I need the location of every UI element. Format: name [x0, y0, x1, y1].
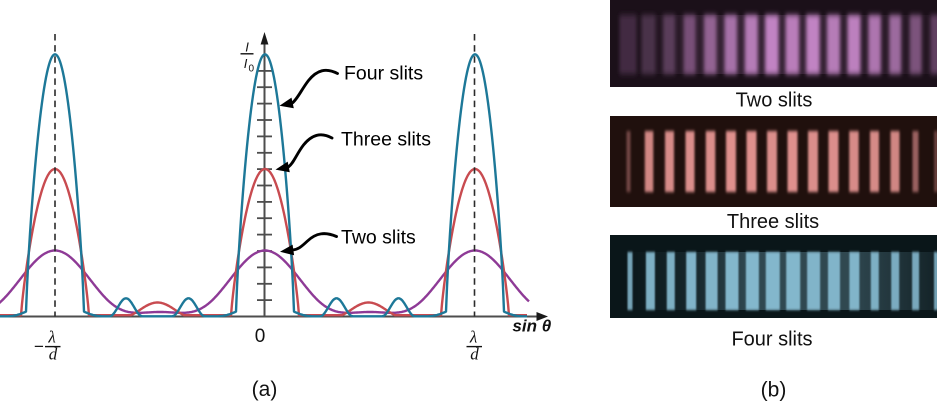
svg-text:d: d [49, 345, 58, 364]
svg-text:(b): (b) [761, 379, 787, 401]
svg-text:Four slits: Four slits [344, 63, 423, 85]
svg-text:λ: λ [47, 328, 55, 347]
svg-text:0: 0 [255, 326, 266, 347]
svg-text:Three slits: Three slits [727, 211, 819, 233]
svg-text:d: d [470, 345, 479, 364]
svg-text:−: − [34, 337, 44, 356]
svg-text:I: I [244, 56, 248, 71]
svg-text:(a): (a) [252, 378, 278, 401]
svg-text:0: 0 [249, 64, 255, 75]
svg-text:Two slits: Two slits [736, 90, 813, 112]
svg-text:λ: λ [469, 328, 477, 347]
svg-text:I: I [245, 39, 249, 54]
svg-text:sin θ: sin θ [512, 316, 551, 335]
svg-text:Two slits: Two slits [341, 227, 416, 249]
svg-text:Four slits: Four slits [731, 329, 812, 351]
svg-text:Three slits: Three slits [341, 129, 431, 151]
